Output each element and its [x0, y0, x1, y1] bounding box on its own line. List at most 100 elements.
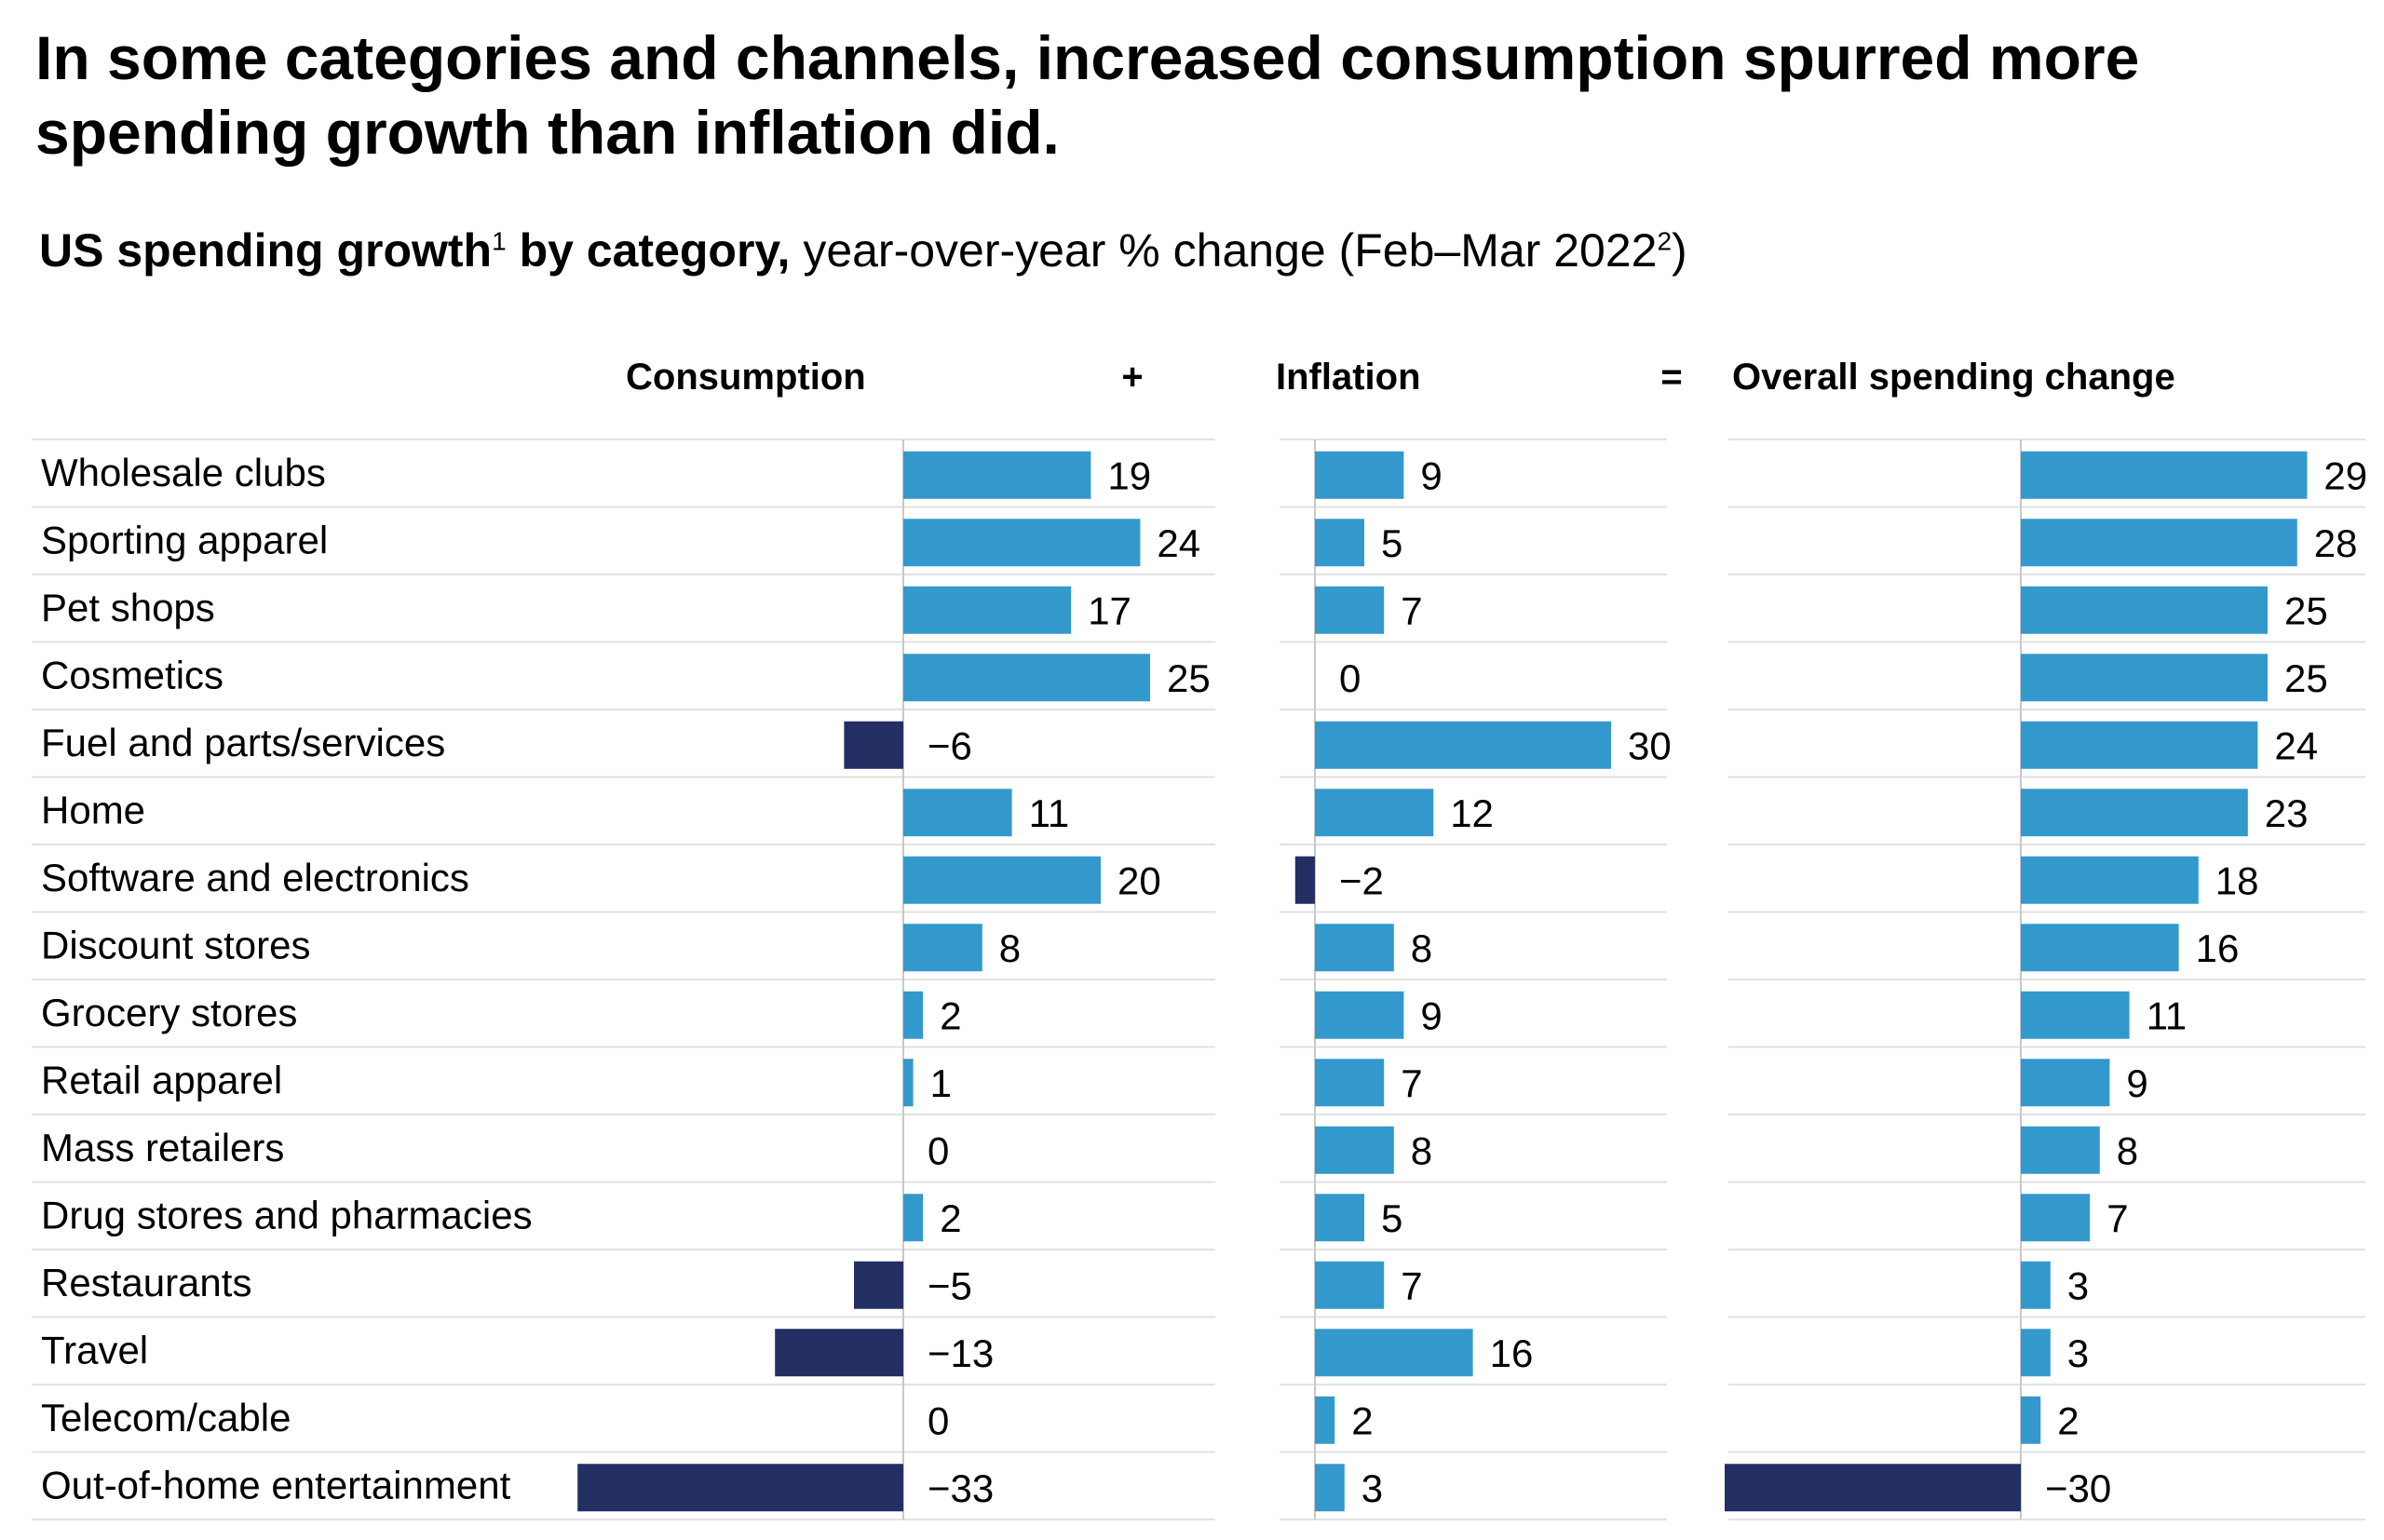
- value-label: 1: [930, 1061, 952, 1105]
- value-label: −30: [2045, 1466, 2111, 1510]
- value-label: 0: [928, 1398, 949, 1442]
- category-label: Mass retailers: [41, 1126, 284, 1169]
- series-header-0: Consumption: [626, 357, 866, 398]
- bar: [2021, 586, 2268, 634]
- value-label: 20: [1118, 858, 1161, 902]
- value-label: 8: [999, 926, 1021, 970]
- value-label: 7: [1401, 588, 1422, 632]
- bar: [2021, 451, 2308, 499]
- category-label: Travel: [41, 1329, 148, 1372]
- category-label: Software and electronics: [41, 856, 469, 899]
- bar: [1315, 1464, 1345, 1512]
- bar: [903, 654, 1150, 702]
- chart-title: In some categories and channels, increas…: [35, 23, 2140, 167]
- value-label: 2: [940, 1196, 961, 1240]
- bar: [1315, 991, 1404, 1039]
- category-label: Restaurants: [41, 1261, 251, 1304]
- bar: [2021, 924, 2179, 972]
- value-label: 2: [1351, 1398, 1373, 1442]
- chart-subtitle: US spending growth1 by category, year-ov…: [39, 223, 1687, 277]
- bar: [903, 451, 1091, 499]
- value-label: 11: [2147, 993, 2188, 1037]
- subtitle-normal: year-over-year % change (Feb–Mar 2022: [790, 224, 1658, 277]
- value-label: 16: [2196, 926, 2240, 970]
- category-label: Out-of-home entertainment: [41, 1464, 511, 1507]
- category-label: Discount stores: [41, 924, 310, 967]
- value-label: 2: [940, 993, 961, 1037]
- value-label: 25: [2284, 588, 2328, 632]
- bar: [775, 1329, 903, 1377]
- category-label: Retail apparel: [41, 1059, 282, 1102]
- bar: [903, 789, 1012, 837]
- value-label: 8: [2117, 1128, 2138, 1172]
- bar: [2021, 1126, 2100, 1174]
- bar: [903, 1194, 924, 1242]
- value-label: 23: [2265, 791, 2309, 835]
- bar: [2021, 856, 2199, 904]
- bar: [1315, 1329, 1473, 1377]
- value-label: −6: [928, 723, 972, 767]
- category-label: Wholesale clubs: [41, 451, 326, 494]
- value-label: 5: [1381, 1196, 1402, 1240]
- value-label: 25: [2284, 656, 2328, 700]
- subtitle-bold: US spending growth: [39, 224, 493, 277]
- bar: [1315, 519, 1364, 567]
- value-label: 8: [1411, 926, 1432, 970]
- value-label: 25: [1167, 656, 1211, 700]
- value-label: 8: [1411, 1128, 1432, 1172]
- bar: [577, 1464, 903, 1512]
- value-label: 9: [1420, 453, 1442, 497]
- bar: [2021, 1059, 2110, 1107]
- bar: [1315, 1396, 1335, 1444]
- category-label: Telecom/cable: [41, 1396, 291, 1439]
- bar: [2021, 991, 2130, 1039]
- category-label: Sporting apparel: [41, 519, 328, 562]
- footnote-marker-2: 2: [1657, 226, 1673, 256]
- operator-1: =: [1660, 357, 1682, 398]
- value-label: 9: [1420, 993, 1442, 1037]
- bar: [1294, 856, 1315, 904]
- bar: [1315, 1194, 1364, 1242]
- value-label: 30: [1628, 723, 1672, 767]
- bar: [1725, 1464, 2021, 1512]
- bar: [844, 721, 903, 769]
- series-header-2: Overall spending change: [1732, 357, 2175, 398]
- bar: [1315, 586, 1385, 634]
- bar: [1315, 451, 1404, 499]
- category-label: Grocery stores: [41, 991, 297, 1034]
- value-label: 18: [2215, 858, 2259, 902]
- value-label: 19: [1107, 453, 1151, 497]
- bar: [903, 586, 1072, 634]
- value-label: 7: [1401, 1263, 1422, 1307]
- value-label: 28: [2314, 521, 2358, 565]
- category-label: Pet shops: [41, 586, 215, 629]
- value-label: 0: [928, 1128, 949, 1172]
- bar: [1315, 924, 1394, 972]
- value-label: 3: [2067, 1263, 2089, 1307]
- bar: [903, 1059, 914, 1107]
- subtitle-bold-2: by category,: [506, 224, 791, 277]
- subtitle-close: ): [1672, 224, 1687, 277]
- bar: [2021, 1329, 2051, 1377]
- value-label: 17: [1088, 588, 1131, 632]
- footnote-marker-1: 1: [492, 226, 507, 256]
- category-label: Drug stores and pharmacies: [41, 1194, 533, 1237]
- value-label: 7: [2106, 1196, 2128, 1240]
- bar: [2021, 654, 2268, 702]
- category-label: Cosmetics: [41, 654, 224, 697]
- bar: [2021, 721, 2258, 769]
- bar: [1315, 1261, 1385, 1309]
- bar: [903, 856, 1101, 904]
- bar: [2021, 519, 2297, 567]
- bar: [903, 991, 924, 1039]
- value-label: 3: [2067, 1331, 2089, 1375]
- bar: [903, 519, 1141, 567]
- category-label: Fuel and parts/services: [41, 721, 445, 764]
- value-label: 24: [2274, 723, 2318, 767]
- value-label: 3: [1361, 1466, 1383, 1510]
- value-label: 9: [2126, 1061, 2147, 1105]
- value-label: 11: [1029, 791, 1070, 835]
- bar: [2021, 1396, 2041, 1444]
- operator-0: +: [1121, 357, 1143, 398]
